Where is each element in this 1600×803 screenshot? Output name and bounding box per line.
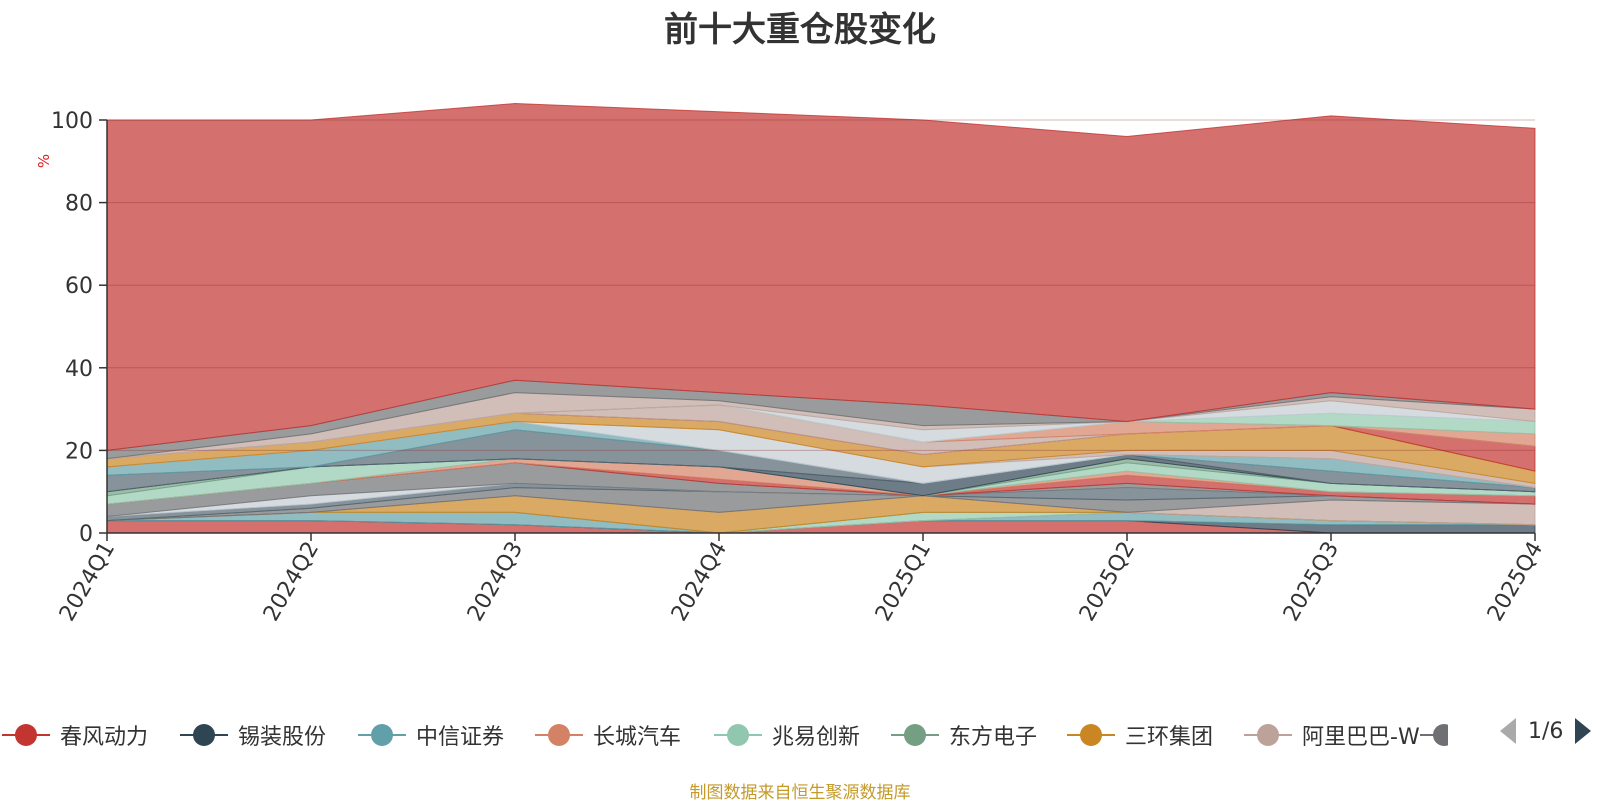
legend-item-label: 阿里巴巴-W xyxy=(1302,725,1420,750)
legend-item-label: 兆易创新 xyxy=(772,725,861,750)
x-tick-label-6: 2025Q3 xyxy=(1279,538,1344,626)
legend-item[interactable]: 长城汽车 xyxy=(533,715,681,755)
legend-swatch-icon xyxy=(714,724,762,746)
grid-layer xyxy=(107,119,1535,451)
y-tick-label-2: 40 xyxy=(65,357,93,382)
series-area-30[interactable] xyxy=(106,102,1536,451)
legend-item[interactable]: 锡装股份 xyxy=(178,715,326,755)
x-tick-label-3: 2024Q4 xyxy=(667,538,732,626)
legend-swatch-icon xyxy=(535,724,583,746)
legend-item[interactable]: 春风动力 xyxy=(0,715,148,755)
legend-item[interactable]: 中信证券 xyxy=(356,715,504,755)
source-note: 制图数据来自恒生聚源数据库 xyxy=(689,783,911,803)
legend-item-label: 中信证券 xyxy=(416,725,505,750)
x-tick-label-7: 2025Q4 xyxy=(1483,538,1548,626)
legend-item-label: 东方电子 xyxy=(949,725,1038,750)
legend-pager: 1/6 xyxy=(1498,716,1593,746)
legend-swatch-icon xyxy=(358,724,406,746)
legend-item-truncated[interactable] xyxy=(1418,715,1448,755)
x-tick-label-2: 2024Q3 xyxy=(463,538,528,626)
y-axis-label: % xyxy=(35,154,53,168)
legend-item[interactable]: 三环集团 xyxy=(1065,715,1213,755)
legend-swatch-icon xyxy=(891,724,939,746)
chart-title: 前十大重仓股变化 xyxy=(664,10,936,50)
x-tick-label-1: 2024Q2 xyxy=(259,538,324,626)
legend-item[interactable]: 兆易创新 xyxy=(712,715,860,755)
x-tick-label-5: 2025Q2 xyxy=(1075,538,1140,626)
y-tick-label-0: 0 xyxy=(79,522,93,547)
legend-page-indicator: 1/6 xyxy=(1528,718,1564,744)
y-tick-label-3: 60 xyxy=(65,274,93,299)
next-page-icon[interactable] xyxy=(1571,716,1593,746)
legend-item-label: 春风动力 xyxy=(60,725,149,750)
legend-item-label: 长城汽车 xyxy=(593,725,682,750)
legend-swatch-icon xyxy=(1420,724,1448,746)
legend-swatch-icon xyxy=(180,724,228,746)
y-tick-label-4: 80 xyxy=(65,192,93,217)
legend-item[interactable]: 阿里巴巴-W xyxy=(1242,715,1420,755)
series-layer xyxy=(106,102,1536,534)
x-tick-label-4: 2025Q1 xyxy=(871,538,936,626)
y-tick-label-1: 20 xyxy=(65,439,93,464)
prev-page-icon[interactable] xyxy=(1498,716,1520,746)
x-tick-label-0: 2024Q1 xyxy=(55,538,120,626)
chart-area: 0 20 40 60 80 100% 2024Q1 2024Q2 2024Q3 2024Q4 202… xyxy=(35,102,1548,626)
legend-swatch-icon xyxy=(1244,724,1292,746)
legend-item-label: 三环集团 xyxy=(1125,725,1214,750)
legend-swatch-icon xyxy=(2,724,50,746)
legend-swatch-icon xyxy=(1067,724,1115,746)
legend-item[interactable]: 东方电子 xyxy=(889,715,1037,755)
y-tick-label-5: 100 xyxy=(51,109,93,134)
legend: 春风动力 锡装股份 中信证券 长城汽车 兆易创新 东方电子 三环集团 阿里巴巴-W xyxy=(0,715,1600,755)
legend-item-label: 锡装股份 xyxy=(238,725,327,750)
